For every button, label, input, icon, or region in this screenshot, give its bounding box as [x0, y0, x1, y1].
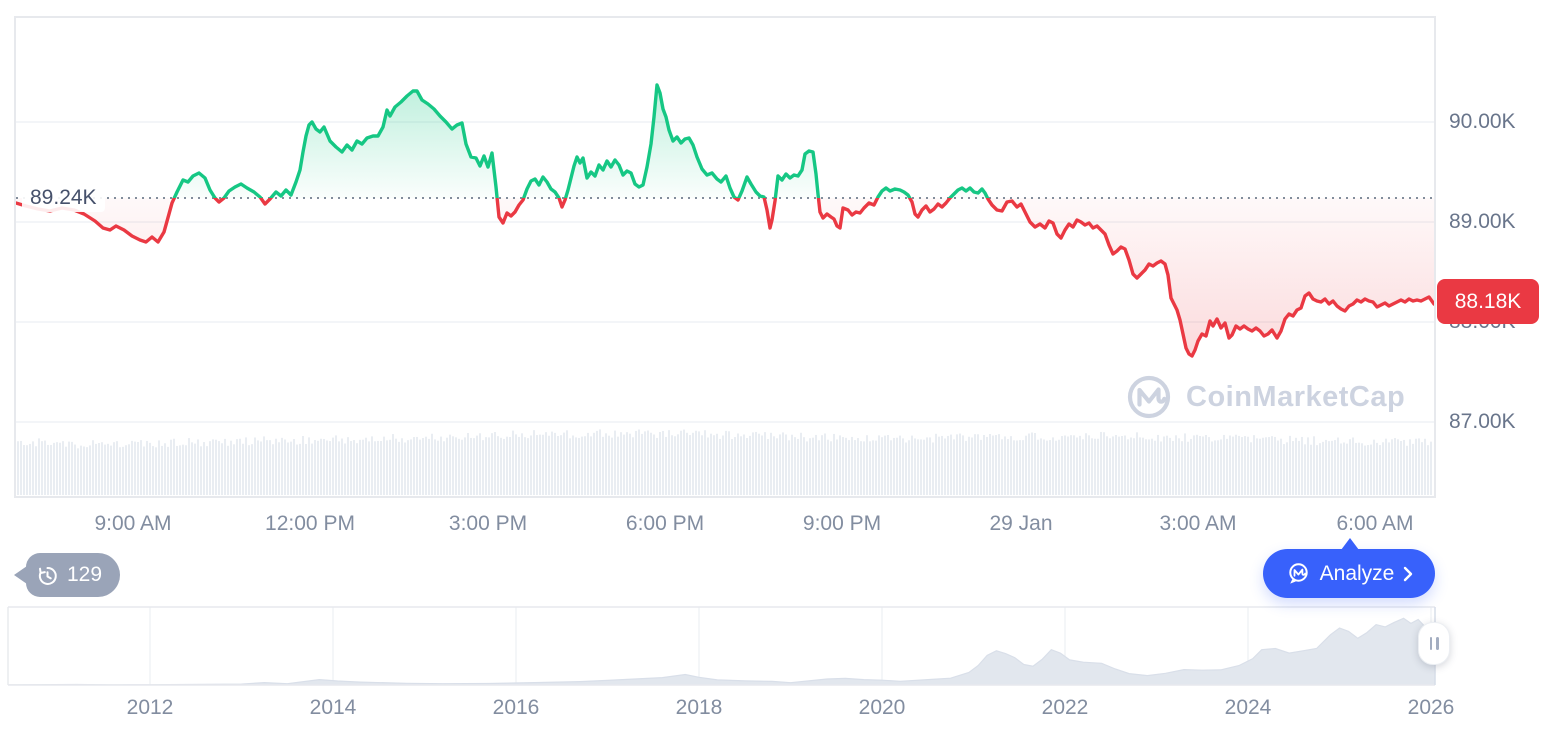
y-tick-90: 90.00K: [1449, 110, 1516, 133]
coinmarketcap-watermark: CoinMarketCap: [1126, 374, 1405, 420]
cmc-chat-icon: [1288, 562, 1308, 584]
y-tick-87: 87.00K: [1449, 410, 1516, 433]
last-price-badge: 88.18K: [1437, 279, 1539, 324]
x-tick-3pm: 3:00 PM: [448, 512, 528, 535]
year-tick-2020: 2020: [858, 696, 906, 719]
x-tick-6pm: 6:00 PM: [625, 512, 705, 535]
x-tick-9pm: 9:00 PM: [802, 512, 882, 535]
year-tick-2018: 2018: [675, 696, 723, 719]
pause-handle-icon: [1429, 637, 1432, 650]
baseline-price-label: 89.24K: [22, 184, 105, 212]
timeline-drag-handle[interactable]: [1418, 622, 1450, 665]
pill-left-arrow: [14, 566, 27, 584]
x-tick-3am: 3:00 AM: [1159, 512, 1237, 535]
year-tick-2024: 2024: [1224, 696, 1272, 719]
x-tick-6am: 6:00 AM: [1336, 512, 1414, 535]
x-tick-9am: 9:00 AM: [94, 512, 172, 535]
x-tick-12pm: 12:00 PM: [265, 512, 355, 535]
chevron-right-icon: [1404, 566, 1413, 581]
year-tick-2014: 2014: [309, 696, 357, 719]
analyze-button-notch: [1341, 538, 1359, 550]
year-tick-2016: 2016: [492, 696, 540, 719]
history-clock-icon: [38, 566, 57, 585]
year-tick-2012: 2012: [126, 696, 174, 719]
y-tick-89: 89.00K: [1449, 210, 1516, 233]
year-tick-2022: 2022: [1041, 696, 1089, 719]
history-count-pill[interactable]: 129: [14, 553, 121, 597]
analyze-button[interactable]: Analyze: [1263, 549, 1435, 598]
watermark-text: CoinMarketCap: [1186, 380, 1406, 413]
x-tick-29jan: 29 Jan: [989, 512, 1053, 535]
coinmarketcap-logo-icon: [1127, 375, 1171, 419]
history-count: 129: [67, 563, 103, 586]
analyze-button-label: Analyze: [1319, 561, 1395, 585]
year-tick-2026: 2026: [1407, 696, 1455, 719]
